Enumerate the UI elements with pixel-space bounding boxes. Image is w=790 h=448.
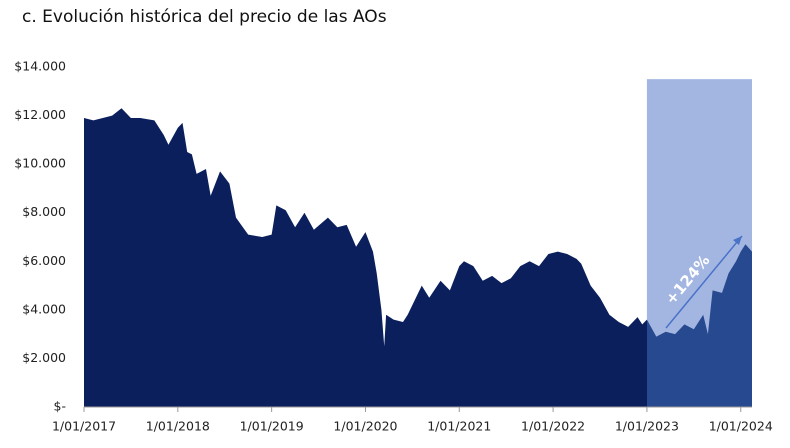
chart-title: c. Evolución histórica del precio de las… — [22, 7, 387, 27]
y-tick-label: $- — [54, 399, 66, 414]
y-tick-label: $4.000 — [22, 301, 66, 316]
y-tick-label: $2.000 — [22, 350, 66, 365]
x-tick-label: 1/01/2017 — [52, 419, 116, 434]
y-tick-label: $12.000 — [14, 107, 66, 122]
x-tick-label: 1/01/2022 — [521, 419, 585, 434]
y-tick-label: $14.000 — [14, 59, 66, 74]
plot: $- $2.000 $4.000 $6.000 $8.000 $10.000 $12.000… — [14, 59, 773, 434]
x-tick-label: 1/01/2020 — [333, 419, 397, 434]
x-tick-label: 1/01/2019 — [240, 419, 304, 434]
y-tick-label: $6.000 — [22, 253, 66, 268]
y-tick-label: $8.000 — [22, 204, 66, 219]
arrow-head — [733, 236, 742, 245]
area — [84, 108, 752, 408]
arrow — [665, 235, 743, 329]
x-tick-label: 1/01/2023 — [615, 419, 679, 434]
y-tick-label: $10.000 — [14, 156, 66, 171]
x-tick-label: 1/01/2021 — [427, 419, 491, 434]
x-tick-label: 1/01/2018 — [146, 419, 210, 434]
x-tick-label: 1/01/2024 — [709, 419, 773, 434]
